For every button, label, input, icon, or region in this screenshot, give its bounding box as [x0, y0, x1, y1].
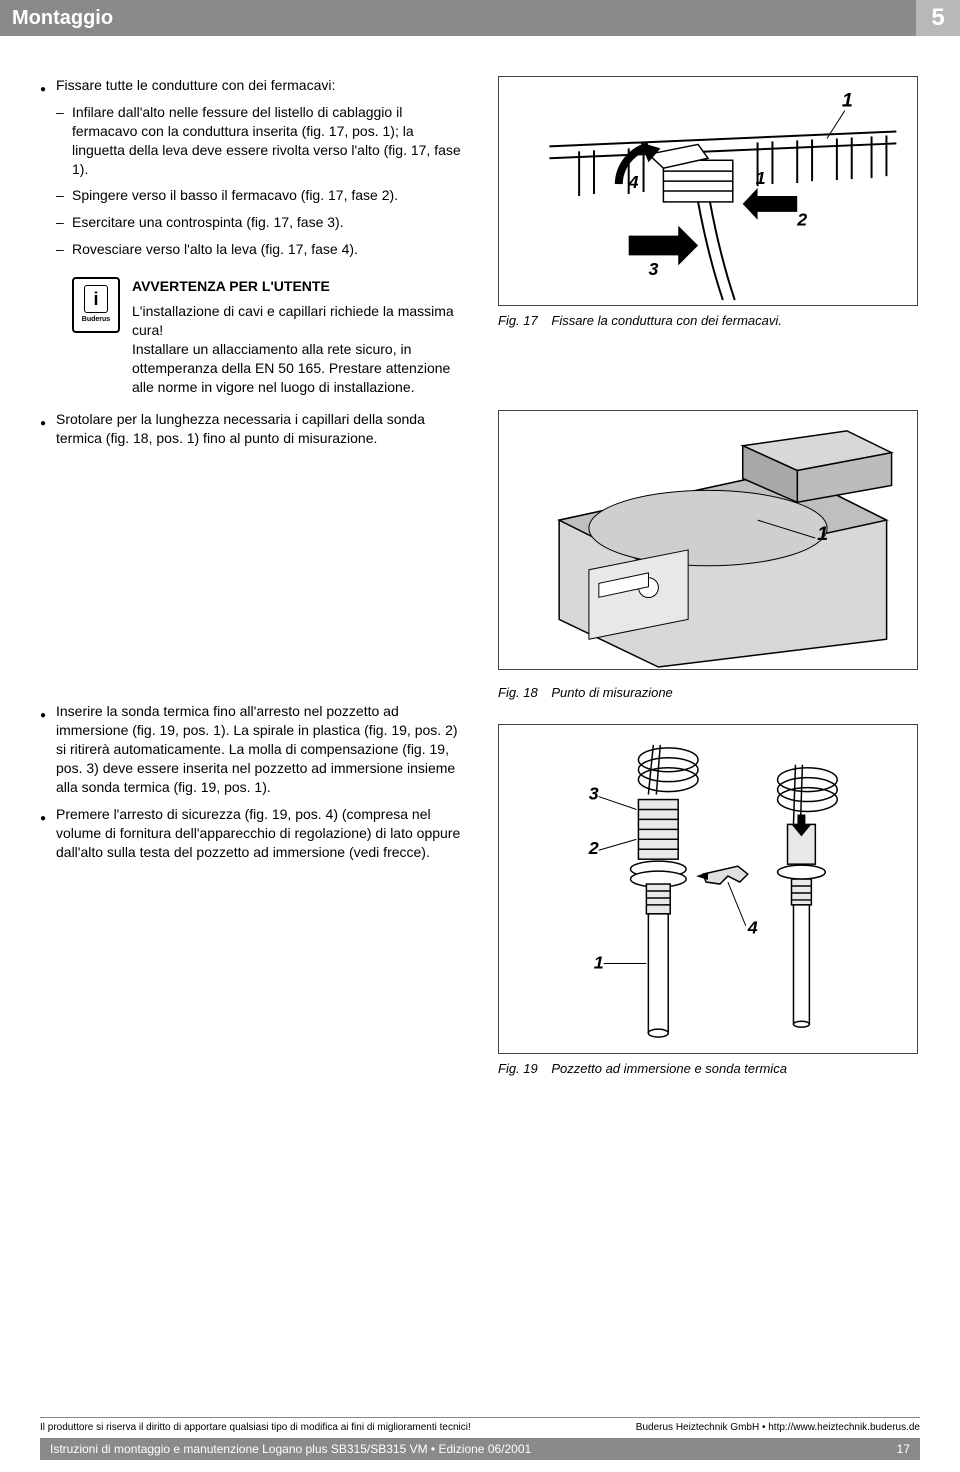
bullet-dot-icon [40, 702, 56, 796]
bullet-text: Premere l'arresto di sicurezza (fig. 19,… [56, 805, 470, 862]
bullet-dot-icon [40, 76, 56, 97]
footer-bar: Istruzioni di montaggio e manutenzione L… [40, 1438, 920, 1460]
content-row-2: Srotolare per la lunghezza necessaria i … [0, 410, 960, 676]
left-column: Inserire la sonda termica fino all'arres… [40, 684, 470, 1077]
doc-title: Istruzioni di montaggio e manutenzione L… [50, 1441, 531, 1457]
figure-number: Fig. 19 [498, 1061, 538, 1076]
figure-caption-text: Punto di misurazione [551, 685, 672, 700]
svg-text:1: 1 [756, 168, 766, 188]
figure-17: 1 4 1 2 3 [498, 76, 918, 306]
bullet-item: Srotolare per la lunghezza necessaria i … [40, 410, 470, 448]
brand-label: Buderus [82, 315, 110, 324]
dash-icon [56, 213, 72, 232]
dash-item: Infilare dall'alto nelle fessure del lis… [56, 103, 470, 179]
dash-text: Infilare dall'alto nelle fessure del lis… [72, 103, 470, 179]
dash-text: Esercitare una controspinta (fig. 17, fa… [72, 213, 470, 232]
bullet-text: Srotolare per la lunghezza necessaria i … [56, 410, 470, 448]
svg-text:1: 1 [594, 953, 604, 973]
dash-text: Spingere verso il basso il fermacavo (fi… [72, 186, 470, 205]
figure-18: 1 [498, 410, 918, 670]
dash-item: Rovesciare verso l'alto la leva (fig. 17… [56, 240, 470, 259]
header-title: Montaggio [12, 5, 113, 32]
footer: Il produttore si riserva il diritto di a… [0, 1417, 960, 1472]
bullet-text: Fissare tutte le condutture con dei ferm… [56, 76, 470, 97]
right-column: 1 4 1 2 3 Fig. 17 Fissare la conduttura … [498, 76, 918, 396]
dash-list: Infilare dall'alto nelle fessure del lis… [40, 103, 470, 259]
left-column: Srotolare per la lunghezza necessaria i … [40, 410, 470, 676]
svg-text:4: 4 [628, 172, 639, 192]
figure-17-caption: Fig. 17 Fissare la conduttura con dei fe… [498, 312, 918, 330]
dash-item: Spingere verso il basso il fermacavo (fi… [56, 186, 470, 205]
figure-18-caption: Fig. 18 Punto di misurazione [498, 684, 918, 702]
disclaimer-text: Il produttore si riserva il diritto di a… [40, 1421, 471, 1435]
advisory-body: AVVERTENZA PER L'UTENTE L'installazione … [132, 277, 470, 396]
bullet-dot-icon [40, 410, 56, 448]
disclaimer-row: Il produttore si riserva il diritto di a… [40, 1417, 920, 1435]
left-column: Fissare tutte le condutture con dei ferm… [40, 76, 470, 396]
right-column: 1 [498, 410, 918, 676]
svg-text:4: 4 [747, 918, 758, 938]
figure-19: 3 2 1 4 [498, 724, 918, 1054]
page-number: 17 [897, 1441, 910, 1457]
info-glyph: i [84, 285, 108, 313]
info-icon: i Buderus [72, 277, 120, 333]
svg-text:3: 3 [649, 259, 659, 279]
figure-caption-text: Fissare la conduttura con dei fermacavi. [551, 313, 782, 328]
bullet-item: Premere l'arresto di sicurezza (fig. 19,… [40, 805, 470, 862]
content-row-1: Fissare tutte le condutture con dei ferm… [0, 36, 960, 396]
chapter-number: 5 [931, 2, 944, 34]
content-row-3: Inserire la sonda termica fino all'arres… [0, 684, 960, 1077]
right-column: Fig. 18 Punto di misurazione [498, 684, 918, 1077]
bullet-item: Inserire la sonda termica fino all'arres… [40, 702, 470, 796]
figure-19-caption: Fig. 19 Pozzetto ad immersione e sonda t… [498, 1060, 918, 1078]
dash-text: Rovesciare verso l'alto la leva (fig. 17… [72, 240, 470, 259]
svg-text:1: 1 [842, 90, 853, 112]
bullet-dot-icon [40, 805, 56, 862]
advisory-text: L'installazione di cavi e capillari rich… [132, 302, 470, 396]
page: Montaggio 5 Fissare tutte le condutture … [0, 0, 960, 1472]
dash-icon [56, 186, 72, 205]
figure-19-svg: 3 2 1 4 [499, 725, 917, 1053]
company-text: Buderus Heiztechnik GmbH • http://www.he… [636, 1421, 920, 1435]
svg-text:2: 2 [796, 210, 807, 230]
figure-17-svg: 1 4 1 2 3 [499, 77, 917, 305]
svg-text:2: 2 [588, 838, 599, 858]
advisory-title: AVVERTENZA PER L'UTENTE [132, 277, 470, 296]
chapter-number-box: 5 [916, 0, 960, 36]
figure-number: Fig. 18 [498, 685, 538, 700]
dash-icon [56, 103, 72, 179]
svg-text:3: 3 [589, 784, 599, 804]
svg-text:1: 1 [817, 523, 828, 545]
figure-number: Fig. 17 [498, 313, 538, 328]
dash-item: Esercitare una controspinta (fig. 17, fa… [56, 213, 470, 232]
page-header: Montaggio 5 [0, 0, 960, 36]
bullet-text: Inserire la sonda termica fino all'arres… [56, 702, 470, 796]
advisory-box: i Buderus AVVERTENZA PER L'UTENTE L'inst… [40, 277, 470, 396]
dash-icon [56, 240, 72, 259]
bullet-item: Fissare tutte le condutture con dei ferm… [40, 76, 470, 97]
figure-caption-text: Pozzetto ad immersione e sonda termica [551, 1061, 787, 1076]
figure-18-svg: 1 [499, 411, 917, 669]
